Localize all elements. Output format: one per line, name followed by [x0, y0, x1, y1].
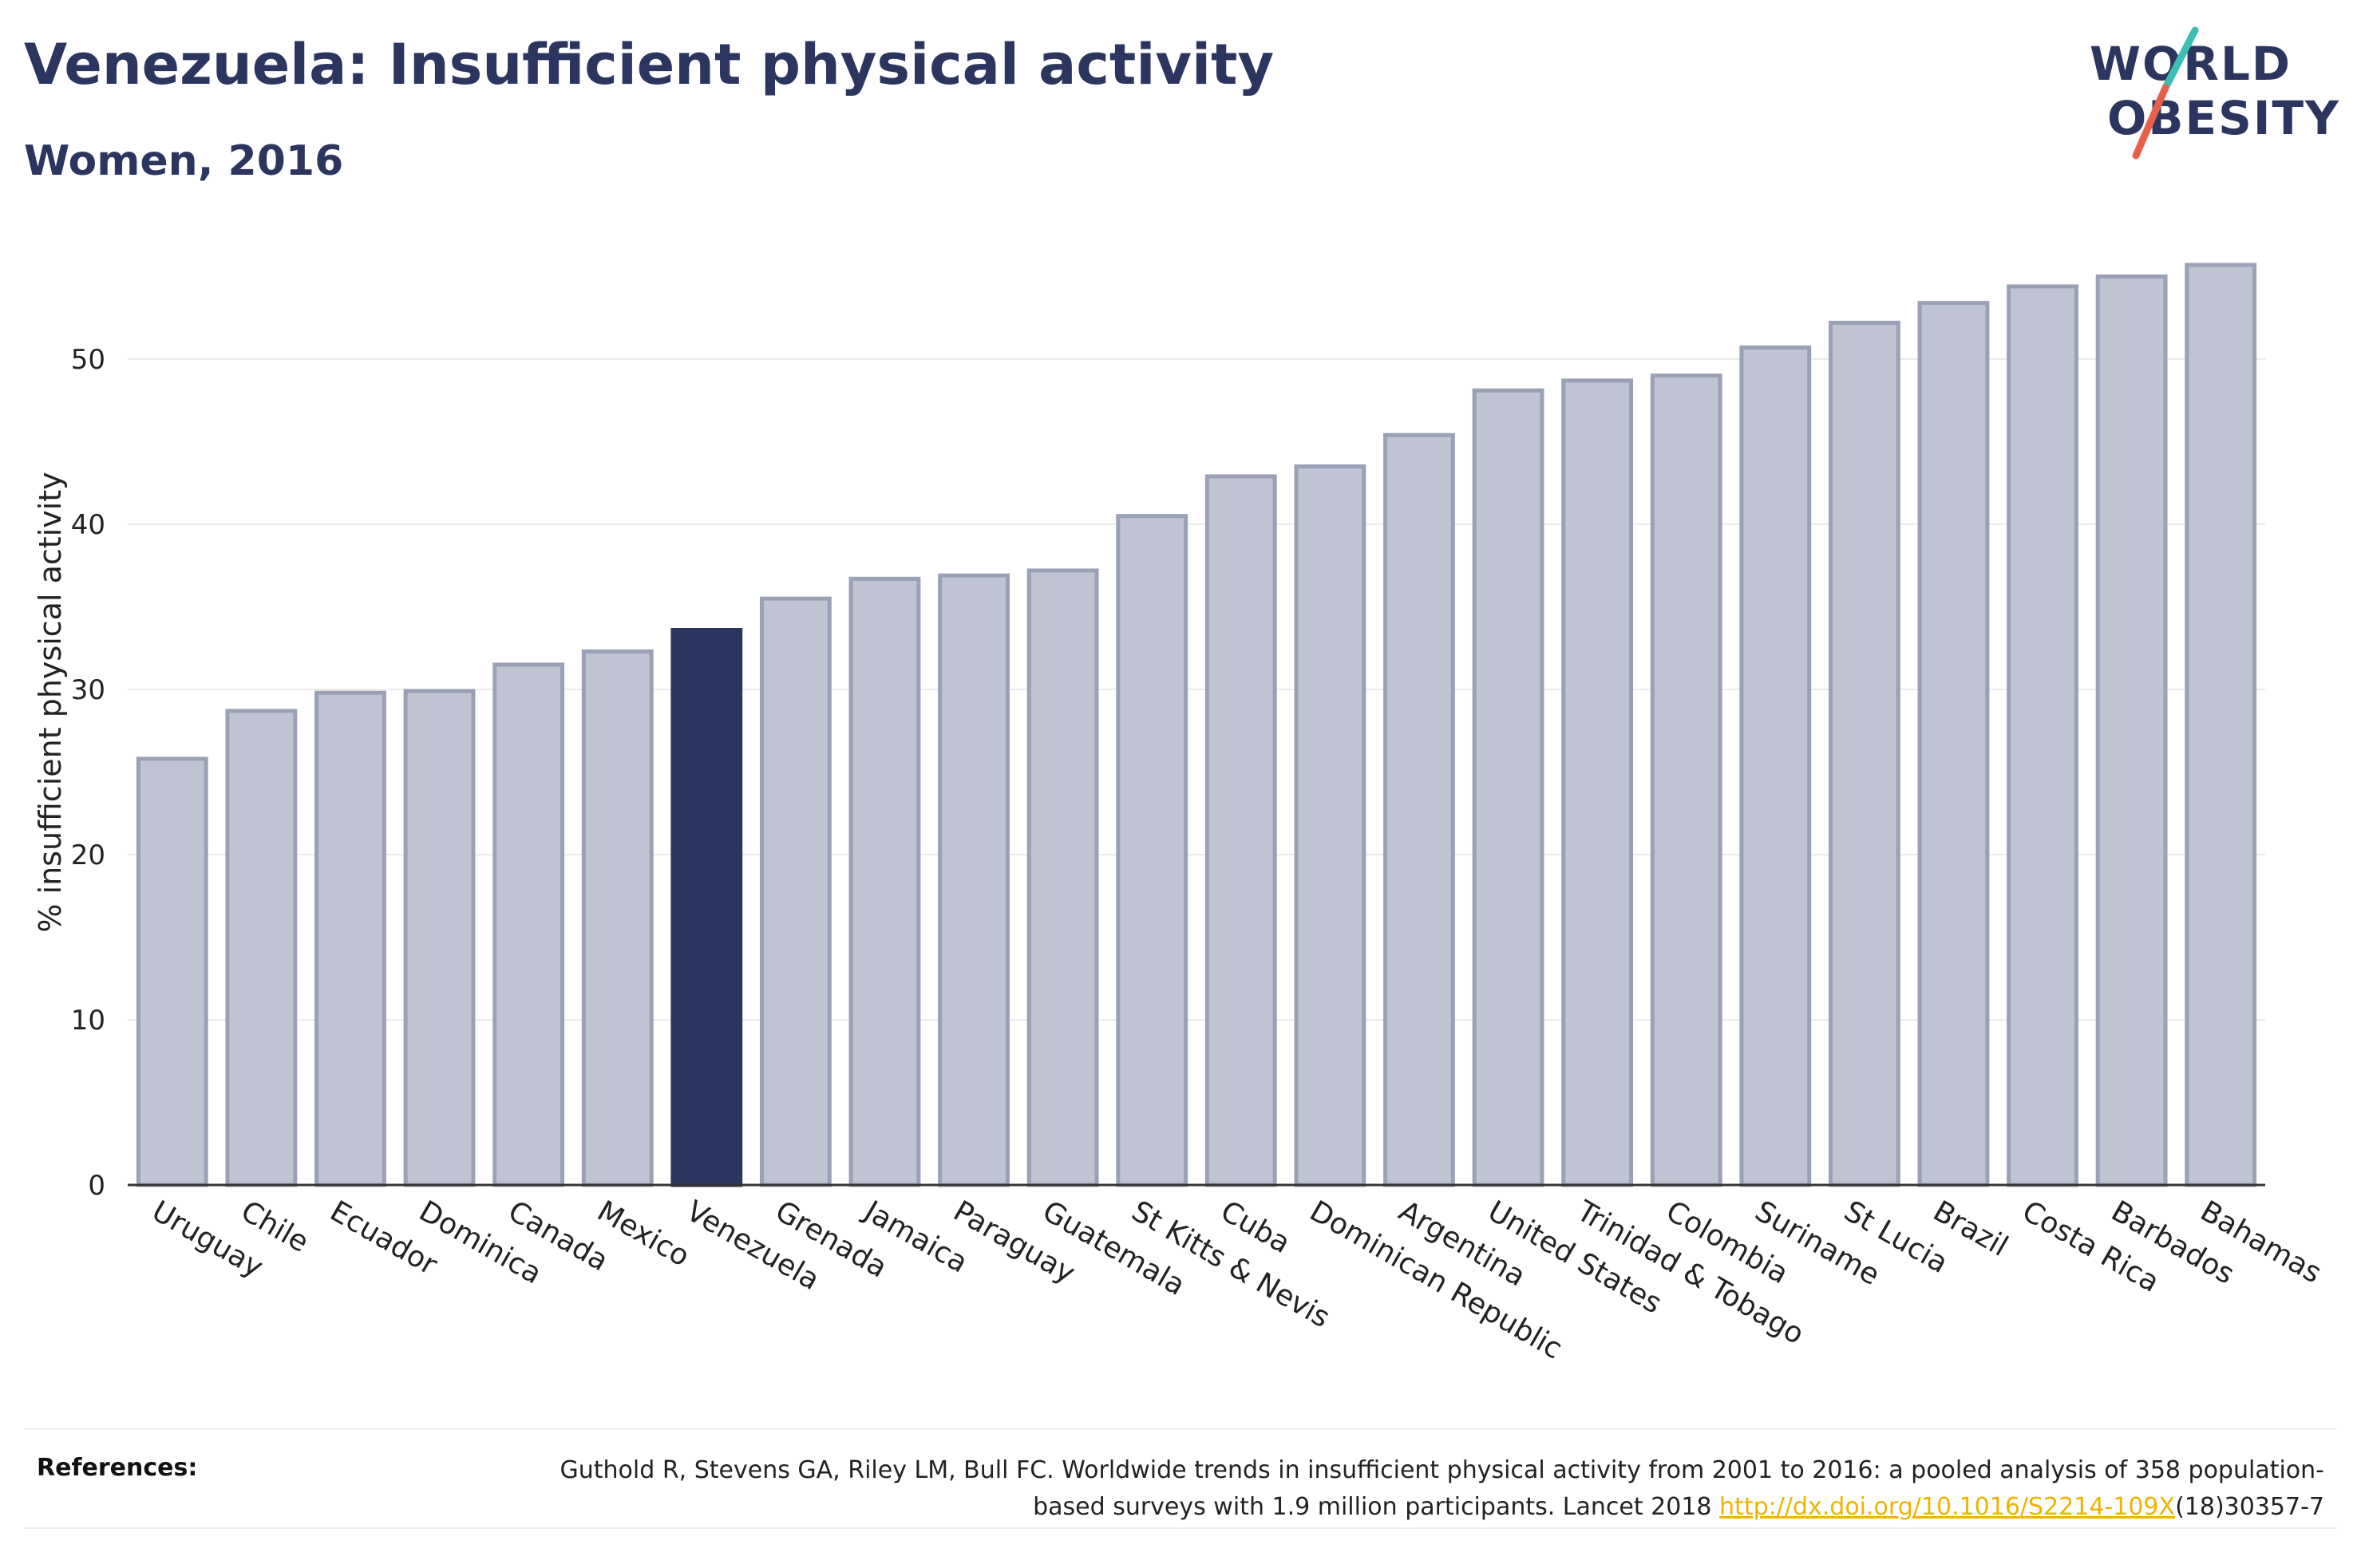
bar-colombia [1650, 373, 1722, 1187]
y-tick-label: 20 [71, 839, 105, 871]
bar-bahamas [2185, 263, 2257, 1187]
references-panel: References: Guthold R, Stevens GA, Riley… [24, 1428, 2337, 1529]
bar-guatemala [1026, 568, 1099, 1187]
bar-uruguay [136, 756, 208, 1187]
bar-st-kitts-nevis [1116, 514, 1188, 1187]
bar-jamaica [848, 576, 921, 1187]
chart-subtitle: Women, 2016 [24, 137, 344, 185]
y-tick-label: 10 [71, 1005, 105, 1037]
world-obesity-logo: WORLD OBESITY [2090, 26, 2339, 160]
logo-slash-teal [2161, 26, 2199, 92]
y-axis-title: % insufficient physical activity [33, 472, 68, 932]
bar-cuba [1204, 474, 1277, 1187]
bar-mexico [581, 649, 654, 1187]
bar-ecuador [314, 690, 386, 1187]
bar-paraguay [938, 573, 1010, 1187]
bar-barbados [2095, 274, 2168, 1187]
references-doi-link[interactable]: http://dx.doi.org/10.1016/S2214-109X [1719, 1493, 2176, 1521]
chart-title: Venezuela: Insufficient physical activit… [24, 32, 1275, 97]
y-tick-label: 30 [71, 674, 105, 706]
y-tick-label: 0 [88, 1170, 105, 1202]
references-citation-end: (18)30357-7 [2175, 1493, 2324, 1521]
references-citation: Guthold R, Stevens GA, Riley LM, Bull FC… [560, 1456, 2324, 1521]
y-tick-label: 40 [71, 509, 105, 541]
bar-chile [225, 709, 298, 1187]
bar-grenada [759, 596, 832, 1187]
bar-suriname [1739, 346, 1812, 1187]
bar-costa-rica [2007, 284, 2078, 1187]
x-tick-label: Mexico [591, 1195, 694, 1273]
bar-venezuela [670, 627, 743, 1187]
bar-argentina [1383, 432, 1455, 1187]
bar-dominican-republic [1294, 464, 1366, 1187]
bar-canada [492, 662, 565, 1187]
bar-united-states [1472, 388, 1544, 1187]
bar-brazil [1917, 301, 1990, 1187]
bar-trinidad-tobago [1561, 378, 1634, 1187]
references-text: Guthold R, Stevens GA, Riley LM, Bull FC… [488, 1452, 2324, 1526]
bar-dominica [403, 689, 476, 1187]
bar-st-lucia [1828, 320, 1900, 1187]
logo-slash-coral [2132, 84, 2169, 160]
y-tick-label: 50 [71, 344, 105, 376]
references-label: References: [37, 1454, 198, 1482]
